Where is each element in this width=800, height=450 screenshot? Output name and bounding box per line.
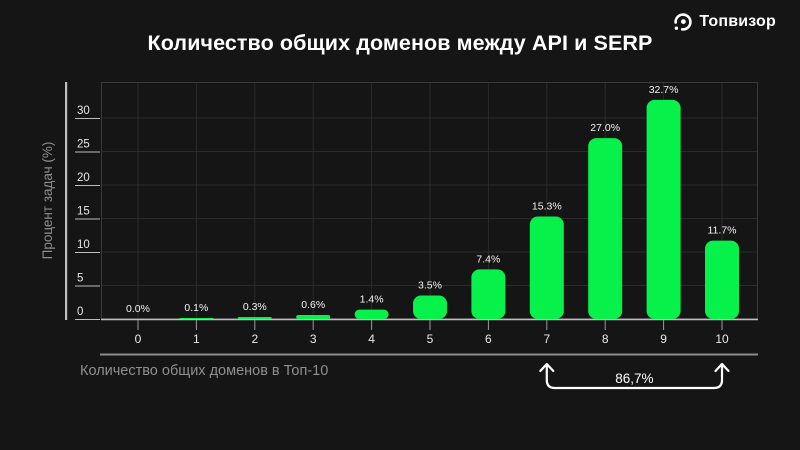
bar-value-label: 32.7% — [649, 84, 679, 96]
bar-value-label: 7.4% — [476, 253, 500, 265]
x-tick-label: 7 — [543, 332, 550, 346]
x-tick-label: 5 — [427, 332, 434, 346]
y-tick-label: 10 — [77, 239, 90, 251]
brand-logo: Топвизор — [673, 12, 776, 32]
x-tick-label: 10 — [715, 332, 729, 346]
bar — [237, 316, 272, 319]
topvisor-logo-icon — [674, 13, 693, 31]
bar-value-label: 1.4% — [360, 294, 384, 306]
y-axis-title: Процент задач (%) — [40, 142, 55, 260]
y-tick-label: 15 — [77, 206, 90, 218]
bar-value-label: 15.3% — [532, 200, 562, 212]
bar — [529, 216, 564, 319]
x-tick-label: 4 — [368, 332, 375, 346]
y-axis-spine — [65, 82, 68, 320]
bar — [646, 99, 681, 319]
bar — [413, 295, 447, 319]
bar — [471, 269, 506, 319]
bracket-line — [545, 364, 724, 390]
up-arrow-icon — [714, 362, 730, 373]
x-tick-label: 6 — [485, 332, 492, 346]
x-tick-label: 0 — [135, 332, 142, 346]
bars — [179, 99, 739, 319]
bar — [179, 318, 214, 319]
bar-value-label: 27.0% — [590, 122, 620, 134]
x-tick-label: 8 — [602, 332, 609, 346]
y-tick-label: 20 — [77, 172, 90, 184]
y-tick-label: 0 — [77, 306, 83, 318]
bar-value-label: 11.7% — [708, 225, 737, 237]
range-bracket — [539, 362, 730, 390]
y-tick-label: 25 — [77, 139, 90, 151]
bar — [296, 314, 331, 319]
x-tick-label: 9 — [660, 332, 667, 346]
bar-value-label: 0.1% — [184, 302, 208, 314]
bar-value-label: 0.6% — [301, 299, 325, 311]
y-tick-label: 30 — [77, 105, 90, 117]
y-tick-label: 5 — [77, 273, 83, 285]
bar-value-label: 0.3% — [243, 301, 267, 313]
x-tick-label: 1 — [193, 332, 200, 346]
chart-title: Количество общих доменов между API и SER… — [147, 31, 653, 55]
range-bracket-label: 86,7% — [615, 371, 653, 386]
x-axis-ticks — [137, 320, 723, 330]
y-axis-ticks — [75, 118, 100, 320]
brand-name: Топвизор — [699, 13, 776, 30]
bar — [354, 309, 389, 319]
bar-value-label: 3.5% — [418, 280, 442, 292]
x-tick-label: 3 — [310, 332, 317, 346]
bar-value-label: 0.0% — [126, 303, 150, 315]
up-arrow-icon — [539, 362, 555, 373]
bar — [705, 240, 739, 319]
x-tick-label: 2 — [251, 332, 258, 346]
bar — [588, 138, 623, 319]
x-axis-title: Количество общих доменов в Топ-10 — [80, 363, 328, 379]
